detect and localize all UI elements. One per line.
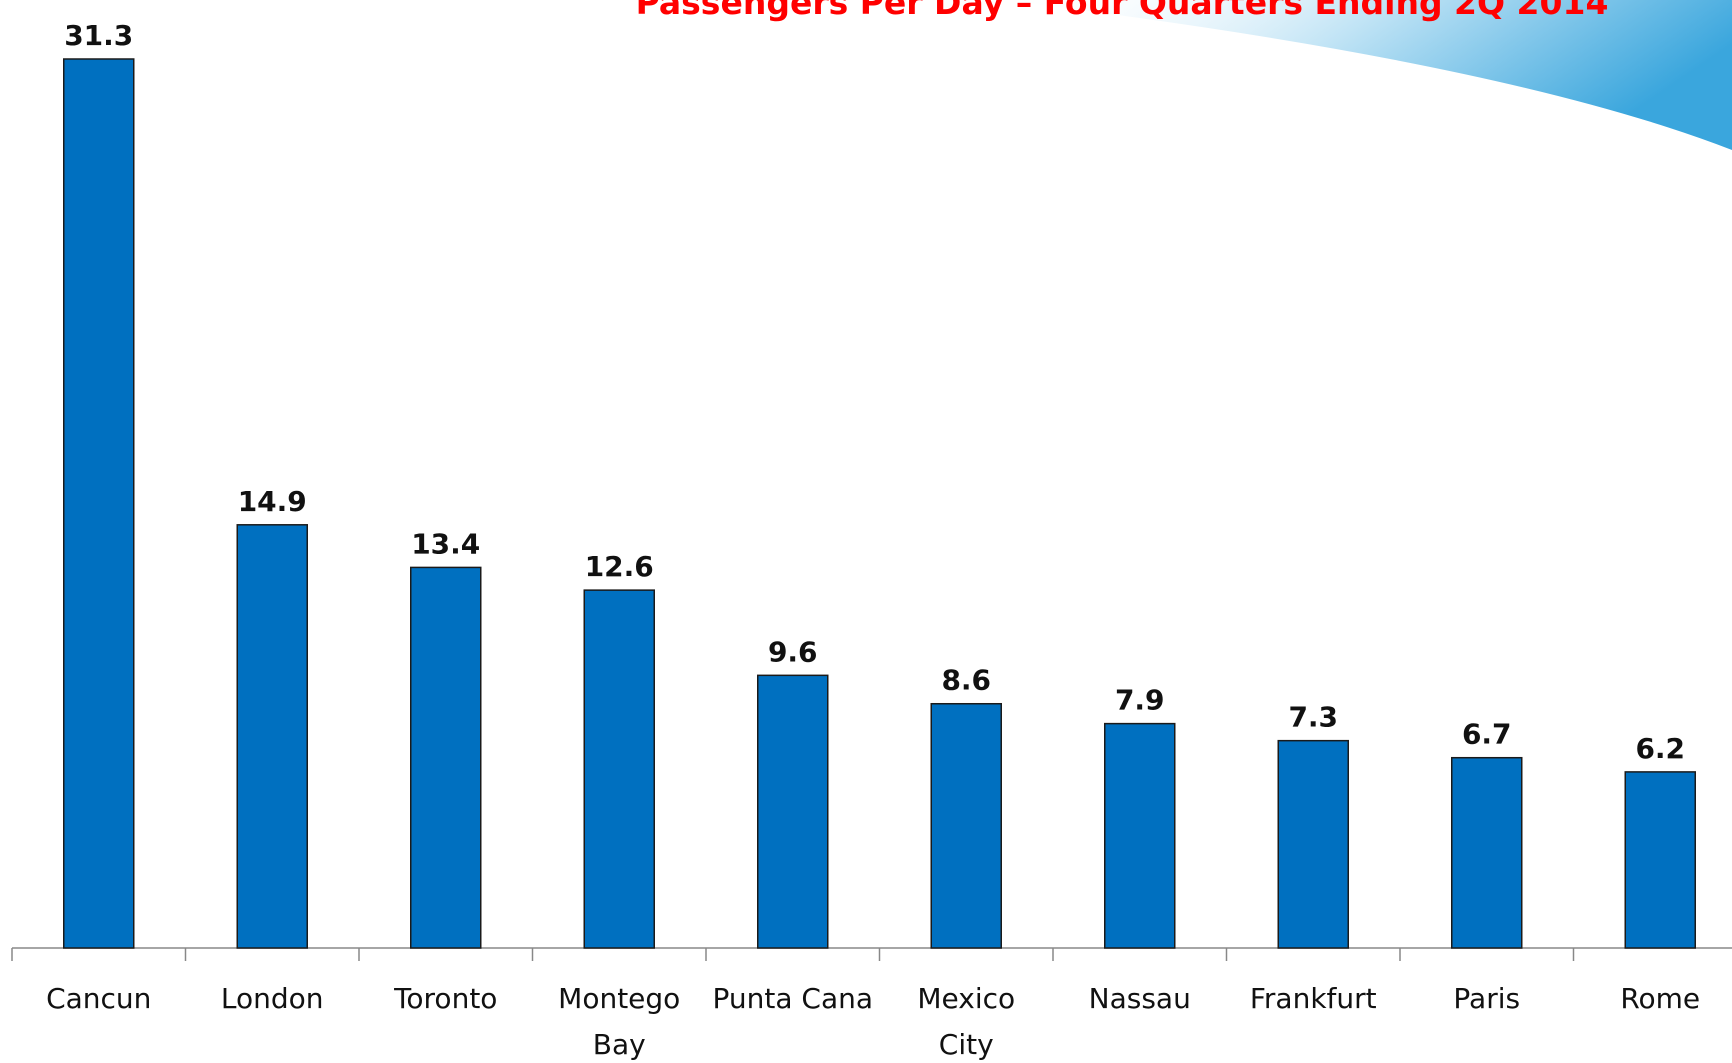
data-label: 7.3 [1288,701,1338,734]
header-swoosh [1000,0,1732,150]
x-tick-label: Nassau [1089,982,1191,1015]
data-label: 6.2 [1635,732,1685,765]
data-label: 12.6 [585,550,654,583]
data-label: 14.9 [238,485,307,518]
bar [757,674,829,949]
x-tick-label: London [221,982,324,1015]
x-tick-label: Rome [1620,982,1700,1015]
data-label: 31.3 [64,19,133,52]
bar [236,524,308,949]
bar [410,566,482,949]
x-tick-label: Frankfurt [1250,982,1377,1015]
bar [930,702,1002,949]
x-tick-label: Punta Cana [712,982,873,1015]
bar [1451,756,1523,949]
x-tick-label: Cancun [46,982,151,1015]
data-label: 13.4 [411,527,480,560]
bar [1277,739,1349,949]
x-tick-label: Montego Bay [558,982,680,1061]
bar [63,58,135,949]
x-tick-label: Paris [1453,982,1520,1015]
x-tick-label: Mexico City [917,982,1015,1061]
bar [1104,722,1176,949]
data-label: 8.6 [941,664,991,697]
x-tick-label: Toronto [393,982,497,1015]
data-label: 6.7 [1462,718,1512,751]
chart-title: Passengers Per Day – Four Quarters Endin… [636,0,1609,22]
bar [1624,771,1696,949]
data-label: 9.6 [768,635,818,668]
bar [583,589,655,949]
data-label: 7.9 [1115,684,1165,717]
